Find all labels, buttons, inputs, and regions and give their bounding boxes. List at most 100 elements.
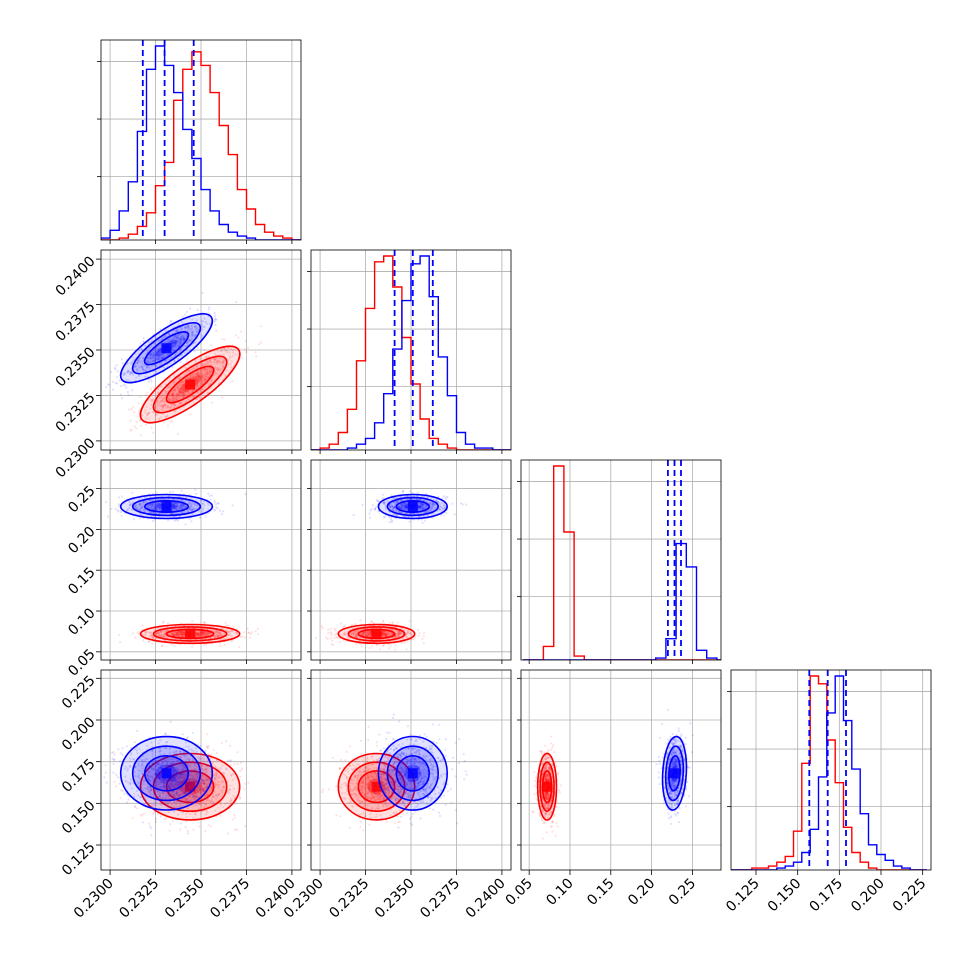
sample-point (396, 635, 400, 638)
sample-point (170, 762, 173, 765)
sample-point (149, 353, 152, 356)
sample-point (423, 507, 426, 510)
sample-point (165, 800, 168, 804)
sample-point (146, 356, 149, 359)
sample-point (174, 341, 177, 344)
sample-point (437, 501, 440, 504)
sample-point (403, 502, 406, 505)
sample-point (366, 634, 369, 637)
sample-point (211, 761, 214, 764)
sample-point (221, 396, 224, 399)
sample-point (173, 375, 176, 378)
sample-point (169, 823, 172, 826)
sample-point (187, 337, 191, 341)
sample-point (204, 377, 207, 380)
sample-point (152, 431, 155, 434)
sample-point (136, 807, 139, 810)
sample-point (383, 632, 386, 635)
sample-point (402, 504, 405, 507)
sample-point (153, 359, 156, 362)
sample-point (158, 778, 161, 781)
sample-point (219, 644, 222, 647)
sample-point (171, 490, 174, 493)
sample-point (167, 801, 170, 804)
sample-point (183, 332, 186, 335)
sample-point (385, 633, 388, 636)
sample-point (169, 340, 172, 343)
sample-point (188, 507, 191, 510)
sample-point (197, 634, 200, 638)
sample-point (182, 335, 185, 338)
sample-point (210, 344, 213, 347)
sample-point (189, 395, 193, 398)
sample-point (179, 387, 183, 390)
sample-point (161, 398, 165, 401)
sample-point (205, 785, 208, 788)
sample-point (140, 766, 143, 770)
sample-point (140, 814, 144, 817)
sample-point (178, 631, 181, 634)
sample-point (188, 795, 191, 798)
sample-point (169, 322, 172, 325)
sample-point (188, 774, 192, 777)
sample-point (383, 634, 386, 637)
sample-point (196, 633, 199, 636)
sample-point (145, 405, 148, 408)
sample-point (405, 648, 408, 651)
sample-point (390, 633, 393, 636)
sample-point (214, 371, 217, 374)
sample-point (382, 632, 385, 635)
sample-point (170, 512, 173, 515)
sample-point (361, 633, 364, 636)
sample-point (403, 505, 406, 508)
sample-point (133, 425, 136, 428)
sample-point (420, 503, 423, 507)
sample-point (143, 633, 146, 637)
sample-point (182, 792, 186, 795)
sample-point (174, 403, 177, 406)
sample-point (180, 342, 183, 345)
sample-point (388, 633, 391, 636)
sample-point (214, 366, 217, 369)
sample-point (182, 337, 185, 340)
sample-point (176, 633, 179, 636)
sample-point (172, 506, 175, 509)
sample-point (130, 372, 133, 375)
sample-point (177, 778, 180, 781)
sample-point (223, 785, 226, 788)
sample-point (170, 632, 173, 636)
sample-point (157, 357, 160, 360)
sample-point (167, 385, 170, 388)
sample-point (387, 647, 390, 650)
sample-point (394, 648, 397, 651)
sample-point (136, 361, 139, 364)
sample-point (192, 507, 195, 510)
sample-point (174, 344, 177, 347)
sample-point (151, 398, 154, 401)
sample-point (160, 393, 163, 396)
sample-point (163, 778, 166, 782)
sample-point (431, 502, 434, 506)
sample-point (175, 631, 178, 634)
sample-point (368, 630, 371, 634)
sample-point (183, 383, 186, 386)
sample-point (202, 632, 205, 635)
sample-point (124, 384, 127, 387)
sample-point (418, 505, 421, 509)
sample-point (181, 630, 184, 633)
sample-point (181, 630, 185, 633)
sample-point (171, 393, 174, 396)
sample-point (156, 391, 160, 394)
sample-point (151, 411, 155, 414)
sample-point (194, 325, 197, 328)
sample-point (142, 508, 145, 511)
sample-point (202, 758, 205, 762)
sample-point (398, 633, 401, 636)
sample-point (177, 394, 181, 397)
sample-point (142, 779, 145, 782)
sample-point (381, 631, 384, 634)
sample-point (330, 643, 333, 646)
sample-point (395, 514, 398, 517)
sample-point (226, 631, 229, 634)
sample-point (176, 519, 179, 522)
